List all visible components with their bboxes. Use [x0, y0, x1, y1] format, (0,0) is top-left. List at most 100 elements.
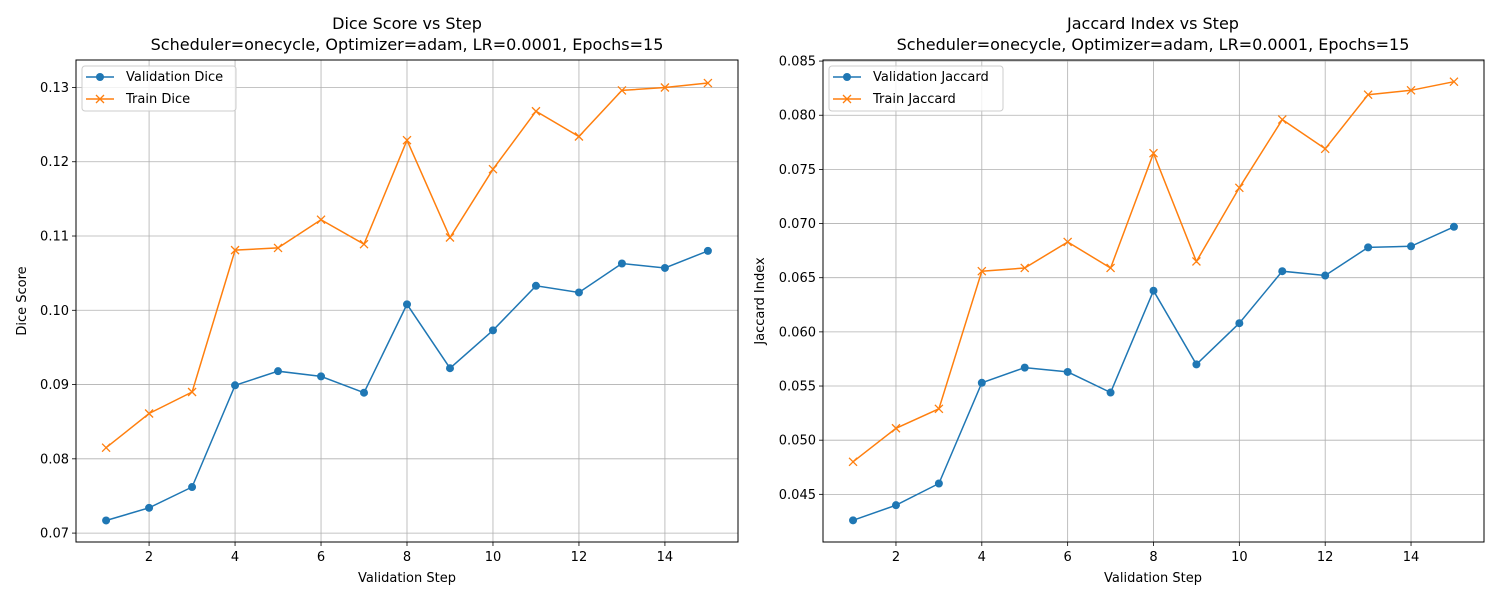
- jaccard-chart-title: Jaccard Index vs Step: [1066, 14, 1239, 33]
- jaccard-y-tick-label: 0.080: [779, 109, 816, 124]
- dice-y-axis-label: Dice Score: [15, 266, 30, 335]
- dice-point-train: [488, 164, 498, 174]
- dice-x-tick-label: 10: [485, 550, 502, 565]
- dice-point-train: [316, 215, 326, 225]
- jaccard-point-train: [1191, 257, 1201, 266]
- jaccard-point-validation: [1149, 286, 1158, 295]
- jaccard-point-validation: [1235, 319, 1244, 328]
- dice-x-tick-label: 12: [571, 550, 588, 565]
- dice-point-validation: [188, 483, 197, 492]
- jaccard-ticks: 2 4 6 8 10 12 14 0.045 0.050 0.055 0.060 0.065 0.070…: [779, 55, 1420, 565]
- jaccard-point-validation: [1278, 267, 1287, 276]
- jaccard-x-tick-label: 10: [1231, 550, 1248, 565]
- jaccard-x-tick-label: 8: [1149, 550, 1157, 565]
- jaccard-x-tick-label: 6: [1064, 550, 1072, 565]
- dice-point-validation: [617, 259, 626, 268]
- jaccard-point-validation: [934, 479, 943, 488]
- jaccard-point-validation: [891, 501, 900, 510]
- jaccard-point-train: [1020, 263, 1030, 273]
- jaccard-point-train: [1063, 237, 1073, 247]
- dice-point-train: [574, 132, 584, 141]
- jaccard-point-validation: [1364, 243, 1373, 252]
- jaccard-x-tick-label: 2: [892, 550, 900, 565]
- dice-point-validation: [360, 388, 369, 397]
- dice-point-train: [402, 135, 412, 145]
- jaccard-chart: Jaccard Index vs Step Scheduler=onecycle…: [753, 14, 1485, 586]
- dice-point-validation: [317, 372, 326, 381]
- jaccard-point-validation: [1449, 222, 1458, 231]
- dice-point-validation: [145, 503, 154, 512]
- jaccard-point-validation: [1192, 360, 1201, 369]
- dice-point-train: [230, 245, 240, 255]
- jaccard-point-train: [1234, 183, 1244, 193]
- dice-y-tick-label: 0.07: [40, 527, 69, 542]
- jaccard-legend-box: [828, 65, 1004, 112]
- dice-point-validation: [488, 326, 497, 335]
- jaccard-point-train: [977, 266, 987, 276]
- dice-point-validation: [274, 367, 283, 376]
- dice-x-tick-label: 2: [145, 550, 153, 565]
- jaccard-y-axis-label: Jaccard Index: [753, 257, 768, 346]
- jaccard-y-tick-label: 0.085: [779, 55, 816, 70]
- dice-point-validation: [231, 381, 240, 390]
- jaccard-legend-marker-validation: [843, 73, 851, 81]
- jaccard-point-train: [1363, 90, 1373, 100]
- dice-legend: Validation Dice Train Dice: [81, 65, 237, 112]
- jaccard-point-validation: [977, 378, 986, 387]
- dice-point-train: [660, 83, 670, 92]
- dice-y-tick-label: 0.09: [40, 378, 69, 393]
- jaccard-x-axis-label: Validation Step: [1104, 571, 1202, 586]
- jaccard-point-train: [1277, 115, 1287, 125]
- jaccard-y-tick-label: 0.075: [779, 163, 816, 178]
- dice-point-train: [703, 78, 713, 88]
- jaccard-x-tick-label: 12: [1317, 550, 1334, 565]
- dice-y-tick-label: 0.13: [40, 81, 69, 96]
- jaccard-point-train: [1406, 85, 1416, 95]
- jaccard-chart-subtitle: Scheduler=onecycle, Optimizer=adam, LR=0…: [897, 35, 1410, 54]
- dice-point-validation: [102, 516, 111, 525]
- dice-legend-marker-validation: [96, 73, 104, 81]
- jaccard-y-tick-label: 0.060: [779, 325, 816, 340]
- dice-point-validation: [403, 300, 411, 309]
- dice-grid: [76, 60, 738, 542]
- dice-point-train: [101, 443, 111, 453]
- jaccard-point-validation: [1063, 367, 1072, 376]
- dice-legend-label-validation: Validation Dice: [126, 70, 223, 85]
- dice-series: [101, 78, 713, 525]
- jaccard-point-validation: [849, 516, 858, 525]
- dice-point-train: [445, 233, 455, 242]
- jaccard-point-train: [848, 457, 858, 467]
- jaccard-y-tick-label: 0.070: [779, 217, 816, 232]
- dice-point-train: [273, 243, 283, 253]
- dice-y-tick-label: 0.10: [40, 304, 69, 319]
- jaccard-legend-label-train: Train Jaccard: [872, 92, 956, 107]
- dice-legend-marker-train: [95, 94, 105, 104]
- jaccard-y-tick-label: 0.050: [779, 434, 816, 449]
- jaccard-point-validation: [1407, 242, 1416, 251]
- jaccard-point-train: [934, 404, 944, 414]
- dice-x-tick-label: 4: [231, 550, 239, 565]
- dice-point-validation: [703, 246, 712, 255]
- dice-chart-title: Dice Score vs Step: [332, 14, 482, 33]
- dice-point-train: [617, 85, 627, 95]
- dice-point-validation: [445, 364, 454, 373]
- dice-y-tick-label: 0.08: [40, 452, 69, 467]
- dice-chart-subtitle: Scheduler=onecycle, Optimizer=adam, LR=0…: [151, 35, 664, 54]
- jaccard-point-train: [1106, 263, 1116, 273]
- dice-x-tick-label: 14: [657, 550, 674, 565]
- jaccard-point-validation: [1020, 363, 1029, 372]
- jaccard-x-tick-label: 4: [978, 550, 986, 565]
- jaccard-point-train: [1149, 148, 1158, 158]
- dice-point-train: [187, 387, 197, 397]
- dice-x-axis-label: Validation Step: [358, 571, 456, 586]
- jaccard-point-validation: [1106, 388, 1115, 397]
- dice-point-train: [144, 409, 154, 418]
- dice-chart: Dice Score vs Step Scheduler=onecycle, O…: [15, 14, 739, 586]
- dice-point-train: [531, 106, 541, 116]
- dice-point-validation: [531, 281, 540, 290]
- jaccard-point-train: [1449, 77, 1459, 87]
- dice-point-validation: [574, 288, 583, 297]
- jaccard-series: [848, 77, 1459, 525]
- jaccard-y-tick-label: 0.055: [779, 380, 816, 395]
